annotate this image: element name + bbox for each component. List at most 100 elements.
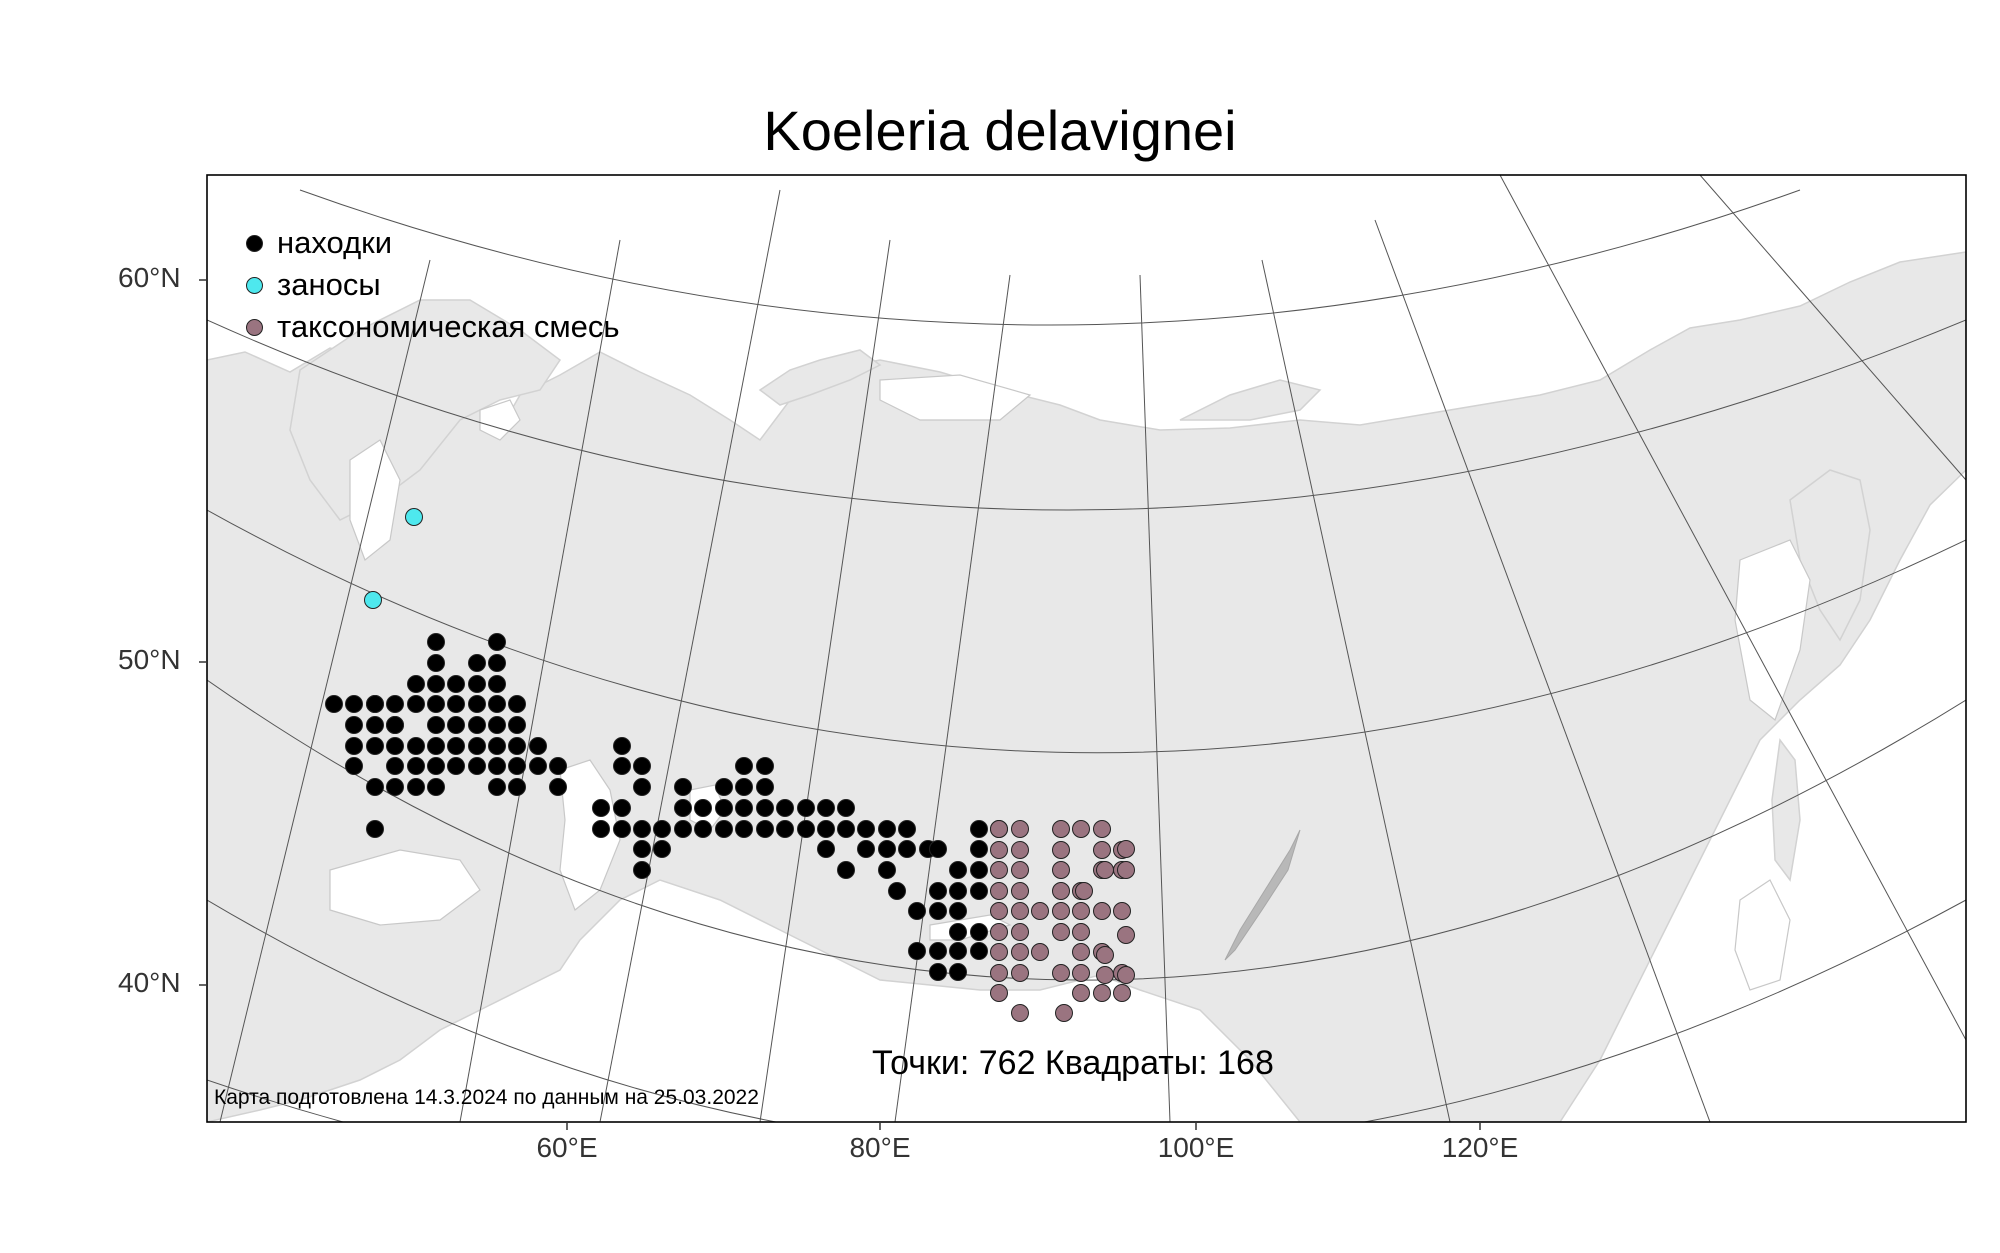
occurrence-dot-find — [971, 841, 988, 858]
occurrence-dot-mixture — [1012, 842, 1029, 859]
occurrence-dot-find — [367, 738, 384, 755]
legend: находки заносы таксономическая смесь — [246, 222, 620, 348]
occurrence-dot-find — [930, 841, 947, 858]
occurrence-dot-mixture — [1053, 821, 1070, 838]
occurrence-dot-mixture — [1053, 965, 1070, 982]
occurrence-dot-mixture — [1114, 985, 1131, 1002]
occurrence-dot-mixture — [1056, 1005, 1073, 1022]
occurrence-dot-introduction — [365, 592, 382, 609]
occurrence-dot-find — [530, 758, 547, 775]
occurrence-dot-mixture — [1118, 862, 1135, 879]
occurrence-dot-mixture — [1012, 1005, 1029, 1022]
occurrence-dot-mixture — [1097, 947, 1114, 964]
occurrence-dot-find — [489, 717, 506, 734]
occurrence-dot-find — [469, 655, 486, 672]
occurrence-dot-find — [818, 800, 835, 817]
occurrence-dot-mixture — [1097, 967, 1114, 984]
lon-label-60: 60°E — [497, 1132, 637, 1164]
occurrence-dot-mixture — [1118, 841, 1135, 858]
lon-label-100: 100°E — [1126, 1132, 1266, 1164]
occurrence-dot-mixture — [991, 842, 1008, 859]
occurrence-dot-mixture — [1073, 924, 1090, 941]
occurrence-dot-mixture — [1118, 967, 1135, 984]
occurrence-dot-find — [408, 738, 425, 755]
occurrence-dot-find — [428, 676, 445, 693]
occurrence-dot-find — [757, 800, 774, 817]
occurrence-dot-find — [387, 758, 404, 775]
occurrence-dot-find — [509, 779, 526, 796]
occurrence-dot-find — [428, 655, 445, 672]
occurrence-dot-find — [593, 800, 610, 817]
occurrence-dot-mixture — [991, 924, 1008, 941]
occurrence-dot-mixture — [1053, 842, 1070, 859]
occurrence-dot-find — [675, 779, 692, 796]
occurrence-dot-find — [408, 696, 425, 713]
occurrence-dot-find — [798, 800, 815, 817]
occurrence-dot-find — [899, 841, 916, 858]
occurrence-dot-find — [509, 738, 526, 755]
occurrence-dot-find — [489, 779, 506, 796]
occurrence-dot-find — [757, 779, 774, 796]
occurrence-dot-find — [367, 696, 384, 713]
occurrence-dot-mixture — [1073, 965, 1090, 982]
occurrence-dot-find — [469, 696, 486, 713]
occurrence-dot-find — [654, 821, 671, 838]
lat-label-50: 50°N — [118, 644, 181, 676]
occurrence-dot-find — [428, 634, 445, 651]
occurrence-dot-mixture — [1012, 924, 1029, 941]
occurrence-dot-find — [593, 821, 610, 838]
occurrence-dot-find — [387, 779, 404, 796]
occurrence-dot-find — [428, 738, 445, 755]
occurrence-dot-find — [634, 841, 651, 858]
lon-label-120: 120°E — [1410, 1132, 1550, 1164]
occurrence-dot-find — [757, 821, 774, 838]
occurrence-dot-mixture — [1053, 903, 1070, 920]
occurrence-dot-find — [428, 696, 445, 713]
occurrence-dot-find — [509, 696, 526, 713]
occurrence-dot-find — [858, 821, 875, 838]
occurrence-dot-find — [614, 758, 631, 775]
occurrence-dot-mixture — [991, 821, 1008, 838]
occurrence-dot-find — [489, 758, 506, 775]
occurrence-dot-find — [550, 779, 567, 796]
occurrence-dot-find — [367, 821, 384, 838]
occurrence-dot-find — [675, 821, 692, 838]
japan-sea — [1735, 880, 1790, 990]
occurrence-dot-find — [736, 758, 753, 775]
occurrence-dot-find — [950, 862, 967, 879]
occurrence-dot-mixture — [991, 965, 1008, 982]
occurrence-dot-find — [614, 821, 631, 838]
occurrence-dot-find — [971, 924, 988, 941]
occurrence-dot-find — [971, 883, 988, 900]
occurrence-dot-find — [736, 779, 753, 796]
lon-label-80: 80°E — [810, 1132, 950, 1164]
occurrence-dot-find — [889, 883, 906, 900]
occurrence-dot-find — [838, 862, 855, 879]
occurrence-dot-find — [469, 758, 486, 775]
occurrence-dot-find — [469, 676, 486, 693]
occurrence-dot-find — [550, 758, 567, 775]
occurrence-dot-find — [489, 655, 506, 672]
occurrence-dot-find — [818, 841, 835, 858]
occurrence-dot-find — [367, 779, 384, 796]
occurrence-dot-mixture — [1094, 985, 1111, 1002]
occurrence-dot-find — [950, 903, 967, 920]
occurrence-dot-find — [408, 758, 425, 775]
legend-label: заносы — [277, 267, 381, 303]
occurrence-dot-find — [408, 779, 425, 796]
occurrence-dot-find — [879, 821, 896, 838]
occurrence-dot-find — [736, 800, 753, 817]
occurrence-dot-find — [326, 696, 343, 713]
lat-label-40: 40°N — [118, 967, 181, 999]
occurrence-dot-mixture — [1073, 903, 1090, 920]
occurrence-dot-find — [489, 634, 506, 651]
occurrence-dot-find — [346, 738, 363, 755]
occurrence-dot-find — [654, 841, 671, 858]
occurrence-dot-find — [428, 758, 445, 775]
legend-swatch-finds — [246, 235, 263, 252]
occurrence-dot-mixture — [991, 862, 1008, 879]
occurrence-dot-mixture — [1094, 821, 1111, 838]
occurrence-dot-find — [838, 821, 855, 838]
occurrence-dot-find — [387, 717, 404, 734]
occurrence-dot-find — [777, 800, 794, 817]
